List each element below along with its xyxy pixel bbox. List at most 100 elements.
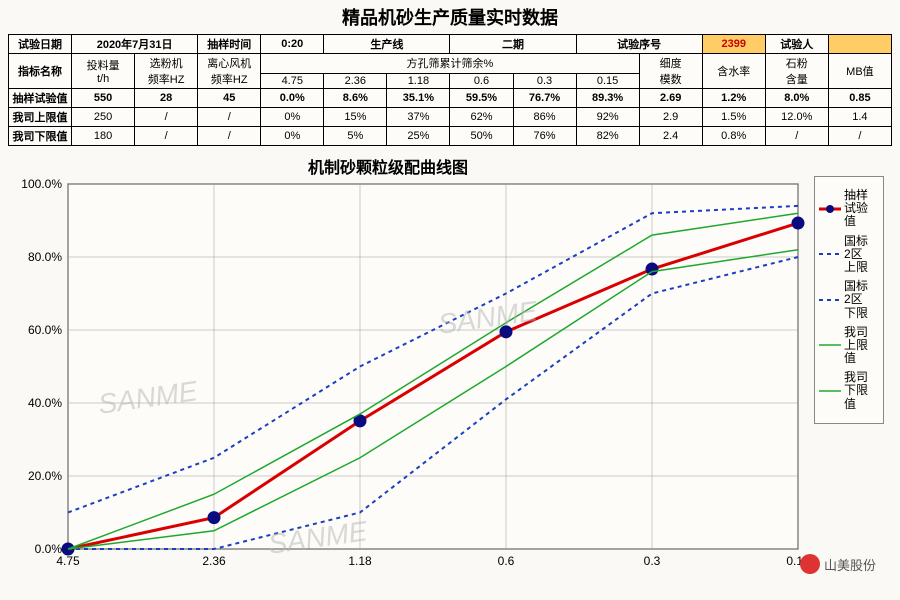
cell: 5% <box>324 127 387 146</box>
cell: 0.8% <box>702 127 765 146</box>
cell: 25% <box>387 127 450 146</box>
svg-text:2.36: 2.36 <box>202 554 226 568</box>
col-water: 含水率 <box>702 54 765 89</box>
svg-text:100.0%: 100.0% <box>21 177 62 191</box>
cell: 我司上限值 <box>9 108 72 127</box>
cell: 12.0% <box>765 108 828 127</box>
footer-badge: 山美股份 <box>800 554 876 574</box>
cell: 0.85 <box>828 89 891 108</box>
legend-swatch-icon <box>819 384 841 398</box>
cell: 50% <box>450 127 513 146</box>
cell: 86% <box>513 108 576 127</box>
mesh-col: 1.18 <box>387 73 450 88</box>
col-fan: 离心风机 频率HZ <box>198 54 261 89</box>
cell: 0% <box>261 108 324 127</box>
cell: 1.4 <box>828 108 891 127</box>
cell: 250 <box>72 108 135 127</box>
legend-label: 国标 2区 上限 <box>844 235 868 275</box>
legend-label: 国标 2区 下限 <box>844 280 868 320</box>
col-sel: 选粉机 频率HZ <box>135 54 198 89</box>
cell: 180 <box>72 127 135 146</box>
legend-item: 我司 上限 值 <box>819 326 879 366</box>
cell: / <box>135 108 198 127</box>
mesh-col: 0.6 <box>450 73 513 88</box>
cell: / <box>198 108 261 127</box>
cell: 76.7% <box>513 89 576 108</box>
cell: 82% <box>576 127 639 146</box>
cell: / <box>765 127 828 146</box>
cell: 1.2% <box>702 89 765 108</box>
legend-swatch-icon <box>819 293 841 307</box>
legend-item: 国标 2区 下限 <box>819 280 879 320</box>
mesh-col: 0.15 <box>576 73 639 88</box>
cell: 76% <box>513 127 576 146</box>
table-row: 抽样试验值55028450.0%8.6%35.1%59.5%76.7%89.3%… <box>9 89 892 108</box>
table-row: 我司下限值180//0%5%25%50%76%82%2.40.8%// <box>9 127 892 146</box>
cell: 抽样试验值 <box>9 89 72 108</box>
seq-label: 试验序号 <box>576 35 702 54</box>
svg-text:80.0%: 80.0% <box>28 250 62 264</box>
cell: 89.3% <box>576 89 639 108</box>
cell: 28 <box>135 89 198 108</box>
legend-item: 抽样 试验 值 <box>819 189 879 229</box>
cell: 0% <box>261 127 324 146</box>
meta-row: 试验日期 2020年7月31日 抽样时间 0:20 生产线 二期 试验序号 23… <box>9 35 892 54</box>
tester-label: 试验人 <box>765 35 828 54</box>
col-feed-text: 投料量 t/h <box>87 60 120 85</box>
cell: 1.5% <box>702 108 765 127</box>
mesh-col: 2.36 <box>324 73 387 88</box>
cell: 0.0% <box>261 89 324 108</box>
col-fan-text: 离心风机 频率HZ <box>207 58 251 86</box>
legend-swatch-icon <box>819 202 841 216</box>
tester-value <box>828 35 891 54</box>
legend-label: 我司 上限 值 <box>844 326 868 366</box>
legend-swatch-icon <box>819 338 841 352</box>
mesh-col: 0.3 <box>513 73 576 88</box>
svg-text:40.0%: 40.0% <box>28 396 62 410</box>
line-value: 二期 <box>450 35 576 54</box>
legend-swatch-icon <box>819 247 841 261</box>
svg-text:0.6: 0.6 <box>498 554 515 568</box>
cell: 8.6% <box>324 89 387 108</box>
cell: 62% <box>450 108 513 127</box>
date-label: 试验日期 <box>9 35 72 54</box>
col-sel-text: 选粉机 频率HZ <box>148 58 185 86</box>
chart-area: 机制砂颗粒级配曲线图 0.0%20.0%40.0%60.0%80.0%100.0… <box>8 152 888 582</box>
cell: 2.9 <box>639 108 702 127</box>
svg-text:0.3: 0.3 <box>644 554 661 568</box>
legend-item: 国标 2区 上限 <box>819 235 879 275</box>
legend-item: 我司 下限 值 <box>819 371 879 411</box>
cell: 35.1% <box>387 89 450 108</box>
legend-label: 我司 下限 值 <box>844 371 868 411</box>
cell: 37% <box>387 108 450 127</box>
col-powder: 石粉 含量 <box>765 54 828 89</box>
cell: 550 <box>72 89 135 108</box>
col-fineness-text: 细度 模数 <box>660 58 682 86</box>
cell: 59.5% <box>450 89 513 108</box>
col-indicator: 指标名称 <box>9 54 72 89</box>
mesh-col: 4.75 <box>261 73 324 88</box>
page-title: 精品机砂生产质量实时数据 <box>8 4 892 30</box>
table-row: 我司上限值250//0%15%37%62%86%92%2.91.5%12.0%1… <box>9 108 892 127</box>
cell: / <box>135 127 198 146</box>
svg-text:4.75: 4.75 <box>56 554 80 568</box>
cell: 2.69 <box>639 89 702 108</box>
col-fineness: 细度 模数 <box>639 54 702 89</box>
footer-text: 山美股份 <box>824 555 876 574</box>
cell: / <box>198 127 261 146</box>
seq-value: 2399 <box>702 35 765 54</box>
cell: 我司下限值 <box>9 127 72 146</box>
cell: 8.0% <box>765 89 828 108</box>
footer-logo-icon <box>800 554 820 574</box>
line-label: 生产线 <box>324 35 450 54</box>
cell: 15% <box>324 108 387 127</box>
svg-text:60.0%: 60.0% <box>28 323 62 337</box>
col-mb: MB值 <box>828 54 891 89</box>
svg-text:1.18: 1.18 <box>348 554 372 568</box>
svg-text:20.0%: 20.0% <box>28 469 62 483</box>
cell: / <box>828 127 891 146</box>
date-value: 2020年7月31日 <box>72 35 198 54</box>
col-sieve-header: 方孔筛累计筛余% <box>261 54 639 74</box>
data-table: 试验日期 2020年7月31日 抽样时间 0:20 生产线 二期 试验序号 23… <box>8 34 892 146</box>
sample-time-label: 抽样时间 <box>198 35 261 54</box>
